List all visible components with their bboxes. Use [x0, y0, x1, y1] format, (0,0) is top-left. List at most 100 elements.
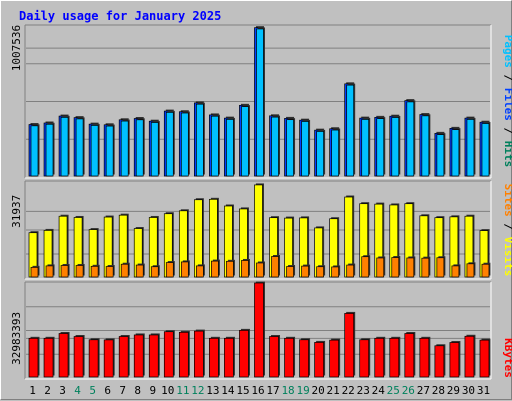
- bar-pages-22: [346, 83, 356, 177]
- bar-pages-28-body: [436, 134, 445, 177]
- bar-sites-10-body: [165, 262, 174, 278]
- bar-sites-19-body: [301, 265, 309, 278]
- bar-sites-7-body: [120, 263, 129, 278]
- bar-sites-29-body: [451, 265, 460, 278]
- bar-sites-28: [436, 256, 446, 278]
- bar-kbytes-2-body: [43, 337, 54, 378]
- bar-kbytes-26-body: [404, 333, 415, 378]
- legend-sep: /: [502, 68, 512, 88]
- bar-kbytes-5: [88, 338, 100, 378]
- bar-pages-1-body: [30, 125, 39, 177]
- bar-pages-16: [256, 27, 265, 177]
- bar-sites-25-body: [391, 257, 400, 278]
- legend-files: Files: [502, 88, 512, 121]
- bar-pages-15-body: [241, 106, 249, 177]
- x-tick-label-31: 31: [477, 384, 490, 397]
- x-tick-label-29: 29: [447, 384, 460, 397]
- bar-sites-26: [406, 256, 416, 278]
- bar-sites-27-body: [421, 257, 430, 278]
- bar-pages-29: [451, 128, 461, 177]
- bar-sites-5-body: [90, 265, 99, 278]
- bar-kbytes-21-body: [329, 339, 339, 378]
- bar-pages-26-body: [406, 101, 415, 177]
- bar-kbytes-16-body: [254, 282, 264, 378]
- bar-pages-12-body: [196, 103, 204, 177]
- y-max-label-bottom: 32983393: [10, 312, 23, 365]
- bar-kbytes-30-body: [464, 335, 475, 378]
- bar-sites-17: [271, 255, 281, 278]
- bar-pages-31: [481, 122, 491, 177]
- bar-pages-2-body: [45, 123, 54, 177]
- bar-pages-10: [165, 110, 175, 177]
- bar-kbytes-28: [434, 344, 446, 378]
- bar-sites-18: [286, 265, 296, 278]
- bar-kbytes-10-body: [163, 331, 174, 378]
- bar-pages-17: [271, 115, 281, 177]
- bar-sites-11-body: [180, 261, 189, 278]
- bar-pages-19-body: [301, 121, 309, 177]
- bar-sites-2-body: [45, 265, 54, 278]
- bar-pages-6: [105, 124, 115, 177]
- legend-bottom: KBytes: [502, 338, 512, 378]
- bar-sites-8: [135, 263, 145, 278]
- bar-sites-28-body: [436, 257, 445, 278]
- bar-pages-15: [241, 105, 250, 177]
- bar-kbytes-4-body: [73, 336, 84, 378]
- bar-pages-13: [211, 114, 220, 177]
- bar-kbytes-7-body: [118, 336, 129, 378]
- bar-pages-6-body: [105, 125, 114, 177]
- bar-pages-24: [376, 117, 386, 177]
- bar-kbytes-27: [419, 336, 431, 378]
- bar-pages-24-body: [376, 118, 385, 177]
- x-tick-label-6: 6: [104, 384, 111, 397]
- bar-pages-3-body: [60, 117, 69, 177]
- bar-sites-16: [256, 261, 265, 278]
- bar-sites-13-body: [211, 260, 219, 278]
- bar-sites-31-body: [481, 263, 490, 278]
- bar-pages-27: [421, 114, 431, 177]
- x-tick-label-22: 22: [342, 384, 355, 397]
- bar-pages-4-body: [75, 118, 84, 177]
- legend-kbytes: KBytes: [502, 338, 512, 378]
- bar-pages-3: [60, 115, 70, 177]
- x-tick-label-1: 1: [29, 384, 36, 397]
- bar-kbytes-18-body: [284, 337, 294, 378]
- bar-pages-9-body: [150, 122, 159, 177]
- bar-kbytes-11: [178, 330, 190, 378]
- bar-sites-23: [361, 255, 371, 278]
- bar-kbytes-24: [374, 336, 386, 378]
- bar-sites-2: [45, 264, 55, 278]
- bar-pages-5: [90, 123, 100, 177]
- bar-kbytes-9: [148, 333, 160, 378]
- bar-sites-8-body: [135, 264, 144, 278]
- bar-kbytes-1-body: [28, 337, 39, 378]
- x-tick-label-8: 8: [134, 384, 141, 397]
- bar-kbytes-24-body: [374, 337, 385, 378]
- x-tick-label-13: 13: [206, 384, 219, 397]
- bar-kbytes-14: [224, 336, 235, 378]
- bar-pages-30: [466, 117, 476, 177]
- bar-sites-19: [301, 264, 311, 278]
- bar-sites-14: [226, 259, 235, 278]
- bar-sites-4: [75, 263, 85, 278]
- x-tick-label-4: 4: [74, 384, 81, 397]
- bar-sites-20-body: [316, 266, 324, 278]
- bar-pages-27-body: [421, 115, 430, 177]
- bar-sites-11: [180, 260, 190, 278]
- bar-kbytes-12: [194, 329, 205, 378]
- bar-kbytes-13-body: [209, 337, 219, 378]
- bar-sites-10: [165, 261, 175, 278]
- bar-pages-28: [436, 133, 446, 177]
- bar-kbytes-4: [73, 335, 85, 378]
- bar-pages-21: [331, 128, 341, 177]
- bar-sites-9-body: [150, 266, 159, 278]
- bar-pages-19: [301, 119, 311, 177]
- x-tick-label-23: 23: [357, 384, 370, 397]
- bar-pages-20-body: [316, 131, 324, 177]
- bar-kbytes-16: [254, 281, 265, 378]
- bar-kbytes-3: [58, 332, 70, 378]
- bar-kbytes-25-body: [389, 337, 400, 378]
- legend-sep: /: [502, 217, 512, 237]
- bar-kbytes-19-body: [299, 339, 309, 378]
- chart-title: Daily usage for January 2025: [19, 9, 221, 23]
